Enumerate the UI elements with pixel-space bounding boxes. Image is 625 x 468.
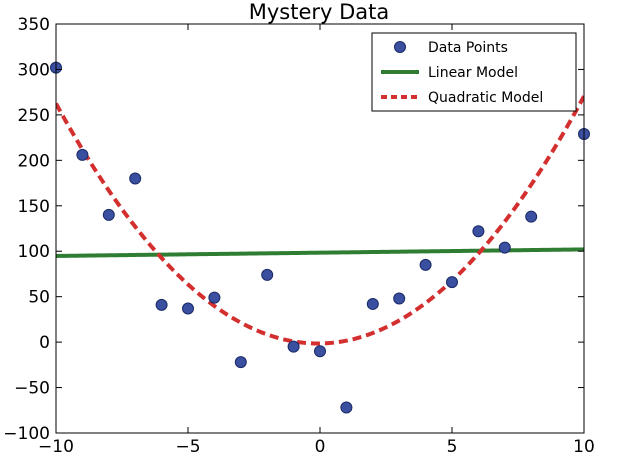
- data-point: [525, 210, 538, 223]
- y-tick-label: 0: [39, 333, 50, 353]
- data-point: [340, 401, 353, 414]
- data-point: [129, 172, 142, 185]
- data-point: [472, 225, 485, 238]
- data-point: [208, 291, 221, 304]
- model-lines: [56, 95, 584, 346]
- legend-label: Data Points: [428, 40, 508, 56]
- data-point: [102, 208, 115, 221]
- y-tick-label: 350: [18, 15, 50, 35]
- chart-title: Mystery Data: [249, 0, 390, 24]
- data-point: [314, 345, 326, 358]
- data-point: [234, 356, 247, 369]
- y-tick-label: −50: [14, 379, 50, 399]
- legend-label: Quadratic Model: [428, 90, 543, 106]
- y-tick-label: 100: [18, 242, 50, 262]
- legend: Data Points Linear Model Quadratic Model: [371, 32, 577, 112]
- data-point: [76, 148, 89, 161]
- linear-model-line: [56, 247, 584, 258]
- legend-label: Linear Model: [428, 65, 518, 81]
- data-point: [393, 292, 406, 305]
- data-point: [446, 276, 458, 289]
- data-point: [366, 297, 379, 310]
- y-tick-label: 300: [18, 60, 50, 80]
- x-tick-label: 5: [447, 437, 458, 457]
- data-point: [182, 302, 194, 315]
- y-tick-label: 200: [18, 151, 50, 171]
- y-tick-label: 150: [18, 197, 50, 217]
- y-tick-label: −100: [3, 424, 50, 444]
- data-point: [287, 340, 300, 353]
- legend-marker-data-points: [394, 41, 406, 53]
- y-tick-label: 50: [28, 288, 50, 308]
- data-point: [261, 268, 274, 281]
- x-tick-label: −5: [175, 437, 200, 457]
- x-tick-label: −10: [38, 437, 74, 457]
- data-point: [155, 298, 168, 311]
- x-tick-label: 0: [315, 437, 326, 457]
- quadratic-model-line: [56, 95, 584, 346]
- x-tick-label: 10: [573, 437, 595, 457]
- data-point: [419, 258, 432, 271]
- data-point: [498, 241, 511, 254]
- y-tick-label: 250: [18, 106, 50, 126]
